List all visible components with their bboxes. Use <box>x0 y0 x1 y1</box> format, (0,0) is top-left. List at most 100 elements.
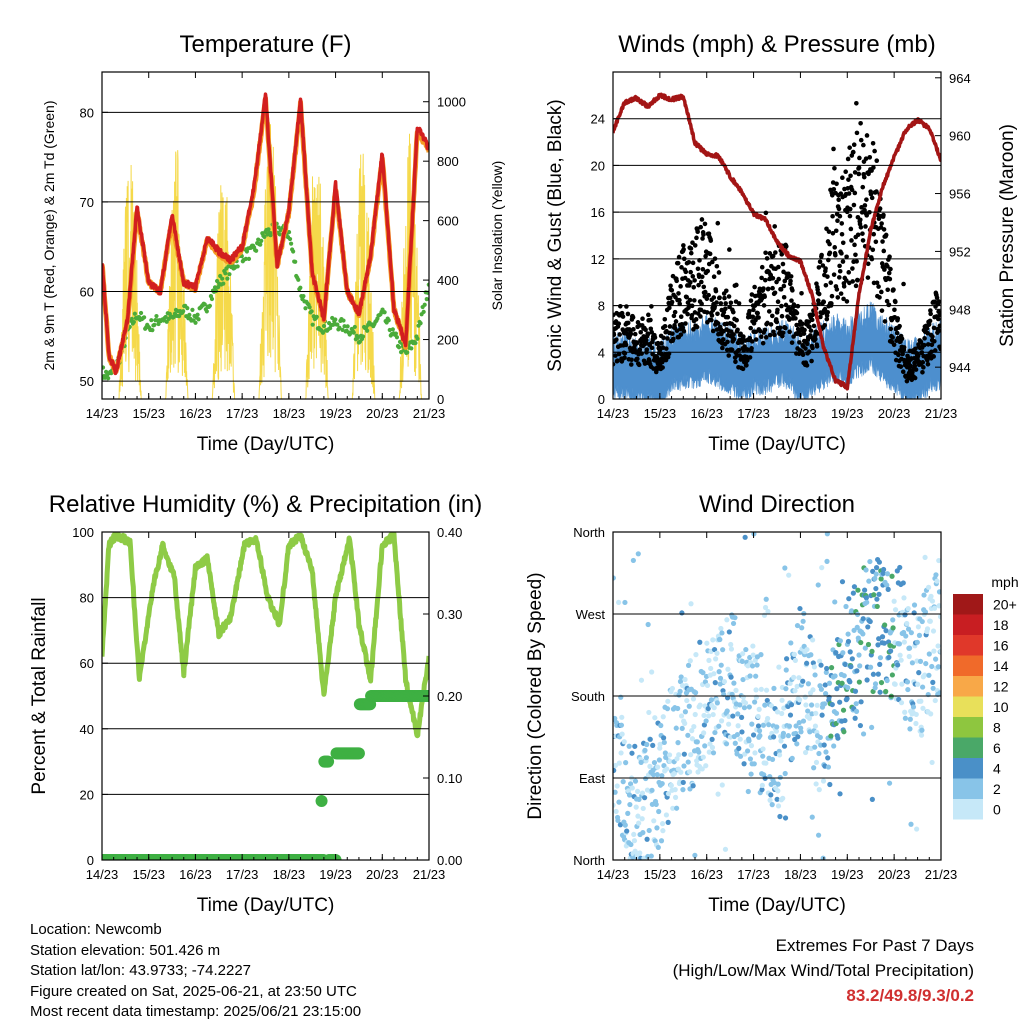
humidity-ytick-label: 60 <box>80 656 94 671</box>
direction-point <box>668 782 674 789</box>
direction-point <box>934 578 940 584</box>
gust-point <box>783 302 789 308</box>
gust-point <box>763 210 769 216</box>
gust-point <box>709 259 715 265</box>
gust-point <box>860 238 866 243</box>
gust-point <box>720 337 726 342</box>
dewpoint-point <box>351 330 356 335</box>
direction-point <box>763 760 769 766</box>
dewpoint-point <box>254 248 259 253</box>
gust-point <box>922 336 927 341</box>
direction-point <box>638 677 645 683</box>
direction-point <box>884 571 891 577</box>
direction-point <box>728 646 735 652</box>
direction-point <box>658 838 665 844</box>
direction-point <box>735 723 741 729</box>
direction-point <box>689 728 695 734</box>
gust-point <box>723 301 728 306</box>
gust-point <box>864 133 870 138</box>
direction-point <box>813 710 819 716</box>
gust-point <box>649 329 654 335</box>
direction-point <box>679 610 685 616</box>
direction-point <box>711 671 717 677</box>
gust-point <box>874 158 880 163</box>
gust-point <box>707 251 713 257</box>
winds-xtick-label: 14/23 <box>597 406 630 421</box>
direction-point <box>650 742 656 748</box>
gust-point <box>692 243 698 248</box>
gust-point <box>625 311 631 317</box>
direction-point <box>740 694 746 700</box>
humidity-xtick-label: 18/23 <box>273 867 306 882</box>
gust-point <box>669 299 675 305</box>
dewpoint-point <box>386 318 391 323</box>
gust-point <box>726 294 732 299</box>
temperature-y2tick-label: 1000 <box>437 95 466 110</box>
gust-point <box>829 301 834 306</box>
direction-point <box>938 648 941 654</box>
dewpoint-point <box>320 330 326 335</box>
gust-point <box>827 250 833 256</box>
direction-point <box>902 612 908 618</box>
direction-point <box>613 767 617 774</box>
temperature-xtick-label: 16/23 <box>179 406 212 421</box>
gust-point <box>750 314 756 320</box>
gust-point <box>912 375 918 381</box>
gust-point <box>793 316 798 321</box>
temperature-title: Temperature (F) <box>179 31 351 58</box>
dewpoint-point <box>187 312 192 317</box>
gust-point <box>932 348 938 353</box>
direction-point <box>875 671 881 677</box>
direction-point <box>756 706 762 712</box>
gust-point <box>692 298 697 303</box>
direction-point <box>822 682 828 688</box>
direction-point <box>644 836 650 842</box>
gust-point <box>827 241 832 247</box>
gust-point <box>622 355 627 361</box>
gust-point <box>749 346 754 351</box>
direction-point <box>719 630 725 636</box>
gust-point <box>879 289 884 295</box>
gust-point <box>772 332 777 338</box>
direction-point <box>684 697 690 704</box>
speed-legend-label: 12 <box>993 678 1009 694</box>
dewpoint-point <box>225 276 230 281</box>
direction-point <box>808 702 815 708</box>
gust-point <box>711 274 717 279</box>
direction-point <box>689 736 696 742</box>
direction-point <box>909 660 916 666</box>
gust-point <box>835 218 840 224</box>
direction-point <box>913 720 919 727</box>
direction-point <box>717 675 724 681</box>
direction-point <box>678 713 685 719</box>
gust-point <box>763 250 768 256</box>
gust-point <box>744 354 750 360</box>
gust-point <box>806 349 812 355</box>
temperature-xtick-label: 19/23 <box>319 406 352 421</box>
gust-point <box>623 342 629 348</box>
direction-point <box>845 631 851 637</box>
direction-point <box>880 570 886 576</box>
direction-point <box>645 621 651 628</box>
direction-point <box>808 652 814 658</box>
direction-point <box>640 805 646 812</box>
station-info: Location: Newcomb Station elevation: 501… <box>30 920 361 1023</box>
direction-point <box>692 690 699 696</box>
gust-point <box>896 352 901 358</box>
direction-point <box>657 741 663 747</box>
direction-point <box>920 705 926 711</box>
gust-point <box>868 191 874 197</box>
direction-point <box>685 732 691 738</box>
precipitation-point <box>315 794 328 807</box>
winds-xtick-label: 15/23 <box>644 406 677 421</box>
direction-point <box>727 734 733 740</box>
gust-point <box>810 312 816 318</box>
gust-point <box>620 314 626 319</box>
direction-point <box>643 775 649 782</box>
speed-legend-swatch <box>953 778 983 799</box>
extremes-title: Extremes For Past 7 Days <box>775 936 974 955</box>
direction-point <box>706 749 712 755</box>
winds-ytick-label: 20 <box>591 158 605 173</box>
dewpoint-point <box>293 259 298 264</box>
gust-point <box>825 274 830 279</box>
